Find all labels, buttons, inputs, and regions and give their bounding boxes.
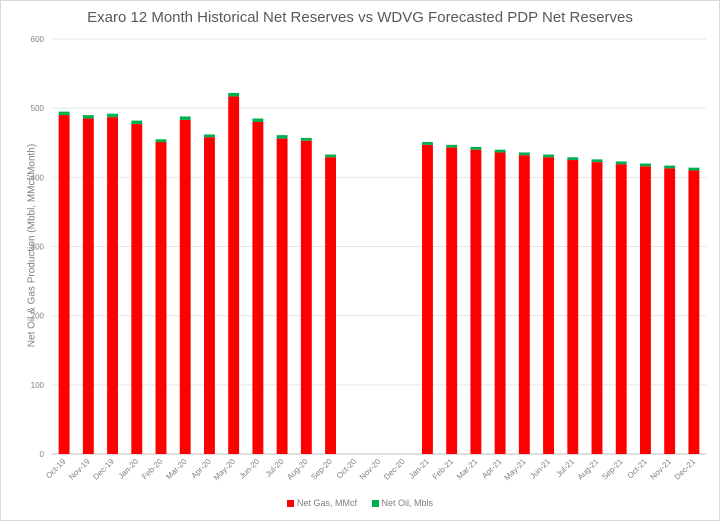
bar-oil <box>470 146 482 150</box>
bar-oil <box>615 161 627 165</box>
bar-oil <box>518 152 530 156</box>
bar-oil <box>276 135 288 139</box>
bar-oil <box>591 159 603 163</box>
bar-gas <box>591 162 603 454</box>
x-tick-label: May-20 <box>212 457 238 483</box>
bar-gas <box>494 152 506 454</box>
y-tick-label: 600 <box>31 35 45 44</box>
bar-gas <box>107 117 119 455</box>
x-tick-label: Dec-20 <box>382 457 407 482</box>
y-tick-label: 300 <box>31 243 45 252</box>
bar-oil <box>107 113 119 118</box>
x-tick-label: Sep-20 <box>309 457 334 482</box>
bar-oil <box>179 116 191 120</box>
legend-label-gas: Net Gas, MMcf <box>296 498 357 508</box>
x-tick-label: Feb-20 <box>140 457 165 482</box>
bar-oil <box>131 120 143 125</box>
bar-oil <box>203 134 215 138</box>
x-tick-label: Jun-20 <box>238 457 262 481</box>
x-tick-label: Nov-20 <box>358 457 383 482</box>
bar-oil <box>252 118 264 122</box>
bar-oil <box>446 144 458 148</box>
legend-swatch-gas <box>286 499 294 507</box>
bar-gas <box>446 147 458 454</box>
bar-gas <box>567 160 579 454</box>
x-tick-label: Feb-21 <box>431 457 456 482</box>
x-tick-label: Dec-19 <box>91 457 116 482</box>
x-tick-label: Aug-20 <box>285 457 310 482</box>
bar-gas <box>325 157 337 454</box>
bar-gas <box>300 140 312 455</box>
x-tick-label: Jun-21 <box>528 457 552 481</box>
x-tick-label: Nov-21 <box>648 457 673 482</box>
bar-gas <box>615 164 627 455</box>
x-tick-label: Oct-20 <box>335 457 359 481</box>
bar-gas <box>470 149 482 454</box>
bar-oil <box>543 154 555 158</box>
bar-gas <box>518 155 530 454</box>
x-tick-label: Jul-20 <box>264 457 286 479</box>
bar-gas <box>421 144 433 454</box>
x-tick-label: Apr-20 <box>190 457 214 481</box>
bar-gas <box>252 122 264 454</box>
bar-oil <box>639 163 651 167</box>
y-tick-label: 0 <box>40 450 45 459</box>
bar-gas <box>228 96 240 455</box>
x-tick-label: Oct-21 <box>626 457 650 481</box>
x-tick-label: Dec-21 <box>673 457 698 482</box>
bar-oil <box>58 111 70 116</box>
x-tick-label: Mar-21 <box>455 457 480 482</box>
bar-gas <box>58 115 70 454</box>
bar-gas <box>688 170 700 454</box>
x-tick-label: Sep-21 <box>600 457 625 482</box>
y-tick-label: 200 <box>31 312 45 321</box>
bar-gas <box>179 119 191 455</box>
bar-gas <box>639 166 651 454</box>
bar-gas <box>276 138 288 454</box>
x-tick-label: Mar-20 <box>164 457 189 482</box>
bar-gas <box>203 137 215 454</box>
bar-gas <box>131 124 143 454</box>
x-tick-label: Jan-20 <box>117 457 141 481</box>
x-tick-label: May-21 <box>503 457 529 483</box>
legend-item-gas: Net Gas, MMcf <box>286 498 357 508</box>
bar-oil <box>325 154 337 158</box>
bar-oil <box>300 137 312 141</box>
bar-gas <box>543 157 555 454</box>
y-tick-label: 400 <box>31 173 45 182</box>
bar-oil <box>421 142 433 145</box>
x-tick-label: Aug-21 <box>576 457 601 482</box>
bar-oil <box>664 165 676 169</box>
bar-gas <box>82 118 94 455</box>
bar-oil <box>155 139 167 143</box>
x-tick-label: Nov-19 <box>67 457 92 482</box>
bar-oil <box>494 149 506 153</box>
x-tick-label: Apr-21 <box>480 457 504 481</box>
bar-oil <box>688 167 700 171</box>
legend-swatch-oil <box>371 499 379 507</box>
x-tick-label: Jul-21 <box>554 457 576 479</box>
y-tick-label: 500 <box>31 104 45 113</box>
x-tick-label: Oct-19 <box>44 457 68 481</box>
bar-oil <box>82 115 94 119</box>
legend-item-oil: Net Oil, Mbls <box>371 498 434 508</box>
bar-gas <box>664 168 676 454</box>
bar-oil <box>228 92 240 97</box>
bar-gas <box>155 142 167 454</box>
bar-oil <box>567 157 579 161</box>
legend-label-oil: Net Oil, Mbls <box>381 498 434 508</box>
y-axis-label: Net Oil & Gas Production (Mbbl, MMcf/Mon… <box>26 143 38 348</box>
chart-title: Exaro 12 Month Historical Net Reserves v… <box>87 9 633 26</box>
x-tick-label: Jan-21 <box>407 457 431 481</box>
legend: Net Gas, MMcf Net Oil, Mbls <box>0 498 720 509</box>
y-tick-label: 100 <box>31 381 45 390</box>
